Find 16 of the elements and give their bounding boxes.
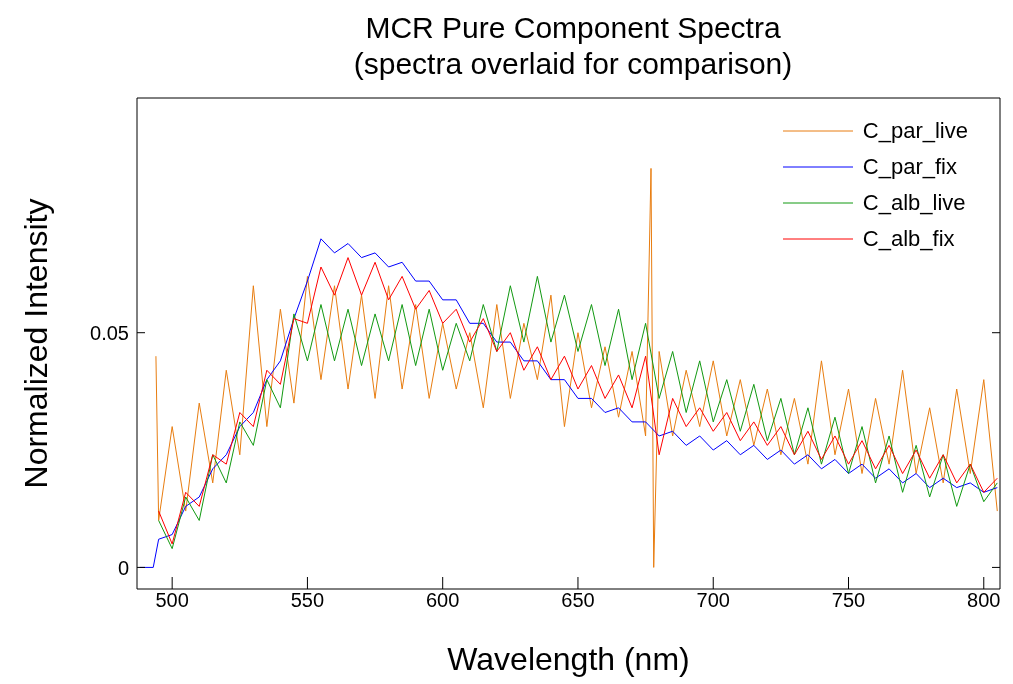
y-axis-title: Normalized Intensity <box>18 198 55 489</box>
x-tick-label: 700 <box>696 589 730 612</box>
legend-label: C_par_fix <box>862 154 957 180</box>
x-tick-label: 800 <box>967 589 1001 612</box>
y-tick-label: 0.05 <box>90 321 129 344</box>
legend-label: C_par_live <box>862 118 968 144</box>
x-tick-label: 600 <box>426 589 460 612</box>
x-tick-label: 500 <box>155 589 189 612</box>
y-tick-label: 0 <box>117 556 129 579</box>
legend-label: C_alb_fix <box>862 226 955 252</box>
x-axis-title: Wavelength (nm) <box>447 641 690 677</box>
legend-label: C_alb_live <box>862 190 966 216</box>
x-tick-label: 650 <box>561 589 595 612</box>
chart-title: MCR Pure Component Spectra (spectra overlaid for comparison) <box>352 10 794 82</box>
x-tick-label: 550 <box>290 589 325 612</box>
x-tick-label: 750 <box>831 589 866 612</box>
